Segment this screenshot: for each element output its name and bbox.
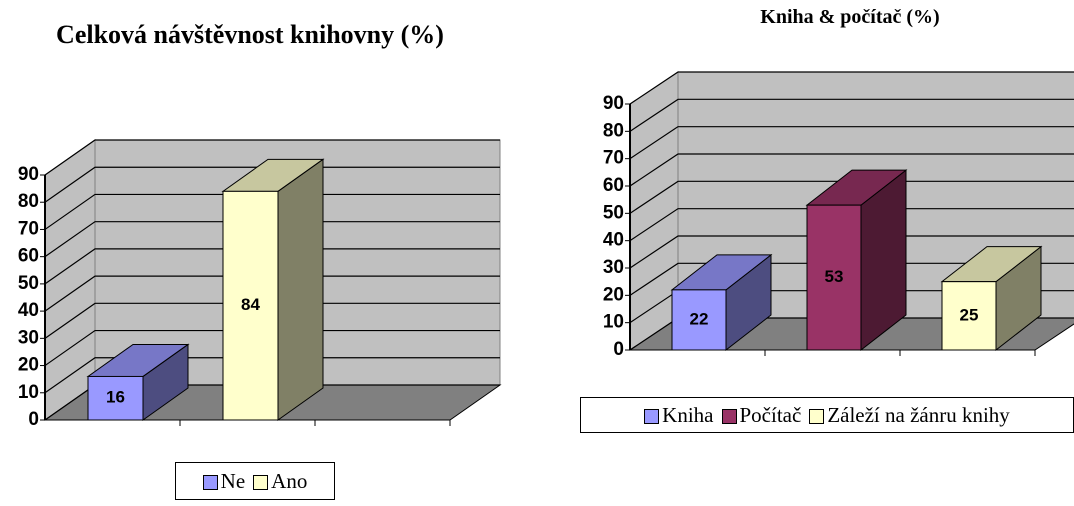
y-tick-label: 0 <box>613 339 624 360</box>
y-tick-label: 10 <box>18 382 39 403</box>
data-label: 25 <box>960 305 979 324</box>
bar <box>87 375 144 421</box>
bar <box>806 204 862 351</box>
grid-line <box>629 208 1074 242</box>
grid-line <box>44 139 500 176</box>
side-wall <box>629 71 679 351</box>
legend-item: Počítač <box>721 402 802 428</box>
legend: Ne Ano <box>175 462 335 500</box>
y-tick-label: 50 <box>18 273 39 294</box>
y-tick-label: 80 <box>603 120 624 141</box>
legend-label: Ano <box>271 468 308 493</box>
grid-line <box>44 357 500 394</box>
legend-item: Ne <box>202 468 246 494</box>
bar <box>671 289 727 351</box>
y-tick-label: 20 <box>603 284 624 305</box>
legend: Kniha Počítač Záleží na žánru knihy <box>580 397 1074 433</box>
chart-title: Kniha & počítač (%) <box>760 6 940 28</box>
data-label: 22 <box>690 309 709 328</box>
grid-line <box>44 275 500 312</box>
legend-label: Ne <box>220 468 246 493</box>
y-tick-label: 40 <box>18 300 39 321</box>
grid-line <box>629 180 1074 214</box>
bar <box>222 190 279 421</box>
data-label: 53 <box>825 267 844 286</box>
y-tick-label: 30 <box>603 257 624 278</box>
legend-item: Ano <box>253 469 307 494</box>
y-tick-label: 70 <box>18 218 39 239</box>
bar <box>941 281 997 351</box>
legend-item: Záleží na žánru knihy <box>809 403 1010 428</box>
grid-line <box>44 329 500 367</box>
legend-label: Počítač <box>739 402 802 427</box>
grid-line <box>629 98 1074 132</box>
y-tick-label: 90 <box>18 164 39 185</box>
legend-swatch <box>202 475 218 491</box>
grid-line <box>629 126 1074 160</box>
legend-label: Záleží na žánru knihy <box>827 402 1010 427</box>
grid-line <box>44 302 500 339</box>
chart-title: Celková návštěvnost knihovny (%) <box>56 20 444 49</box>
legend-item: Kniha <box>644 402 714 428</box>
bar-side <box>277 158 324 421</box>
y-tick-label: 60 <box>603 175 624 196</box>
grid-line <box>629 262 1074 296</box>
grid-line <box>44 193 500 230</box>
y-tick-label: 20 <box>18 355 39 376</box>
legend-swatch <box>809 409 825 425</box>
grid-line <box>44 221 500 258</box>
grid-line <box>629 71 1074 105</box>
legend-swatch <box>721 409 737 425</box>
grid-line <box>629 235 1074 269</box>
y-tick-label: 10 <box>603 312 624 333</box>
y-tick-label: 90 <box>603 93 624 114</box>
y-tick-label: 0 <box>28 409 39 430</box>
y-tick-label: 50 <box>603 202 624 223</box>
data-label: 16 <box>106 388 125 407</box>
y-tick-label: 60 <box>18 246 39 267</box>
legend-label: Kniha <box>662 402 714 427</box>
grid-line <box>44 166 500 203</box>
y-tick-label: 70 <box>603 148 624 169</box>
legend-swatch <box>644 409 660 425</box>
y-tick-label: 80 <box>18 191 39 212</box>
grid-line <box>44 248 500 285</box>
legend-swatch <box>253 475 269 491</box>
y-tick-label: 40 <box>603 230 624 251</box>
data-label: 84 <box>241 295 260 314</box>
y-tick-label: 30 <box>18 327 39 348</box>
grid-line <box>629 153 1074 187</box>
